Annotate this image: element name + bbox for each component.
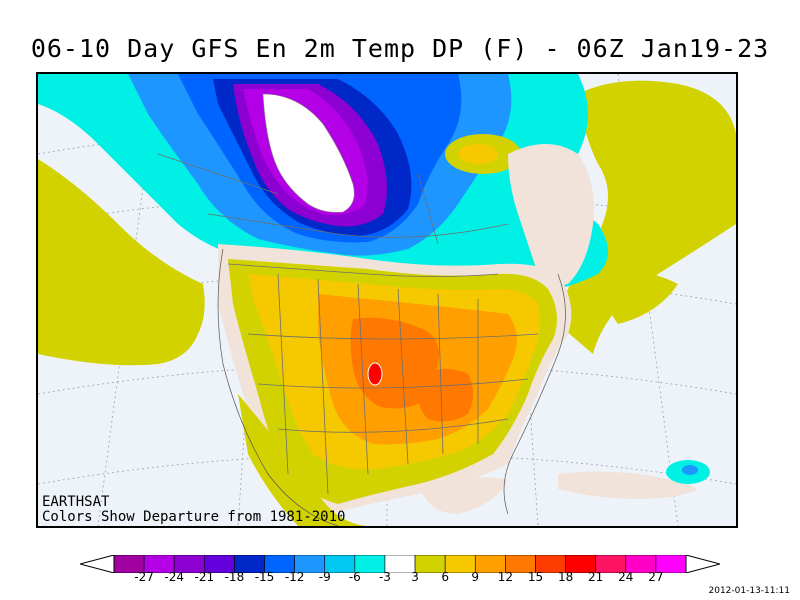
credit-line-2: Colors Show Departure from 1981-2010 xyxy=(42,509,345,525)
colorbar-tick-label: -24 xyxy=(164,570,185,584)
us-red-orange-southeast xyxy=(416,369,473,422)
coastlines xyxy=(217,248,566,526)
colorbar-tick-label: 3 xyxy=(411,570,419,584)
colorbar-labels: -27 -24 -21 -18 -15 -12 -9 -6 -3 3 6 9 12 15 18 21 24 27 xyxy=(0,570,800,586)
colorbar-tick-label: -15 xyxy=(254,570,275,584)
credit-line-1: EARTHSAT xyxy=(42,494,110,510)
colorbar-tick-label: 21 xyxy=(588,570,604,584)
colorbar-tick-label: -3 xyxy=(378,570,391,584)
colorbar-tick-label: -6 xyxy=(348,570,361,584)
colorbar-tick-label: 15 xyxy=(527,570,544,584)
colorbar-tick-label: -18 xyxy=(224,570,245,584)
caribbean-neutral xyxy=(558,471,698,499)
colorbar-left-arrow xyxy=(80,555,115,573)
colorbar-tick-label: 12 xyxy=(497,570,513,584)
colorbar-tick-label: 24 xyxy=(618,570,634,584)
colorbar-tick-label: 6 xyxy=(441,570,449,584)
colorbar-right-arrow xyxy=(685,555,720,573)
timestamp: 2012-01-13-11:11 xyxy=(708,586,791,596)
caribbean-blue-patch xyxy=(682,465,698,475)
mexico-warm-region xyxy=(238,394,368,526)
us-red-peak xyxy=(367,362,383,386)
temperature-departure-map: EARTHSAT Colors Show Departure from 1981… xyxy=(38,74,736,526)
pacific-warm-region xyxy=(38,159,205,366)
hudson-warm-core xyxy=(458,144,498,164)
colorbar-tick-label: 18 xyxy=(557,570,574,584)
map-frame: EARTHSAT Colors Show Departure from 1981… xyxy=(36,72,738,528)
colorbar-tick-label: 27 xyxy=(648,570,664,584)
gulf-neutral xyxy=(418,477,508,514)
political-boundaries xyxy=(157,153,539,495)
map-title: 06-10 Day GFS En 2m Temp DP (F) - 06Z Ja… xyxy=(30,34,770,63)
colorbar-tick-label: -27 xyxy=(134,570,154,584)
extreme-cold-region xyxy=(262,93,355,213)
colorbar-tick-label: -21 xyxy=(194,570,215,584)
colorbar-tick-label: -9 xyxy=(318,570,331,584)
colorbar xyxy=(80,555,720,573)
colorbar-tick-label: 9 xyxy=(471,570,480,584)
northeast-neutral-region xyxy=(508,144,594,286)
atlantic-warm-region xyxy=(598,270,678,324)
colorbar-tick-label: -12 xyxy=(284,570,305,584)
colorbar-cells xyxy=(113,555,687,573)
